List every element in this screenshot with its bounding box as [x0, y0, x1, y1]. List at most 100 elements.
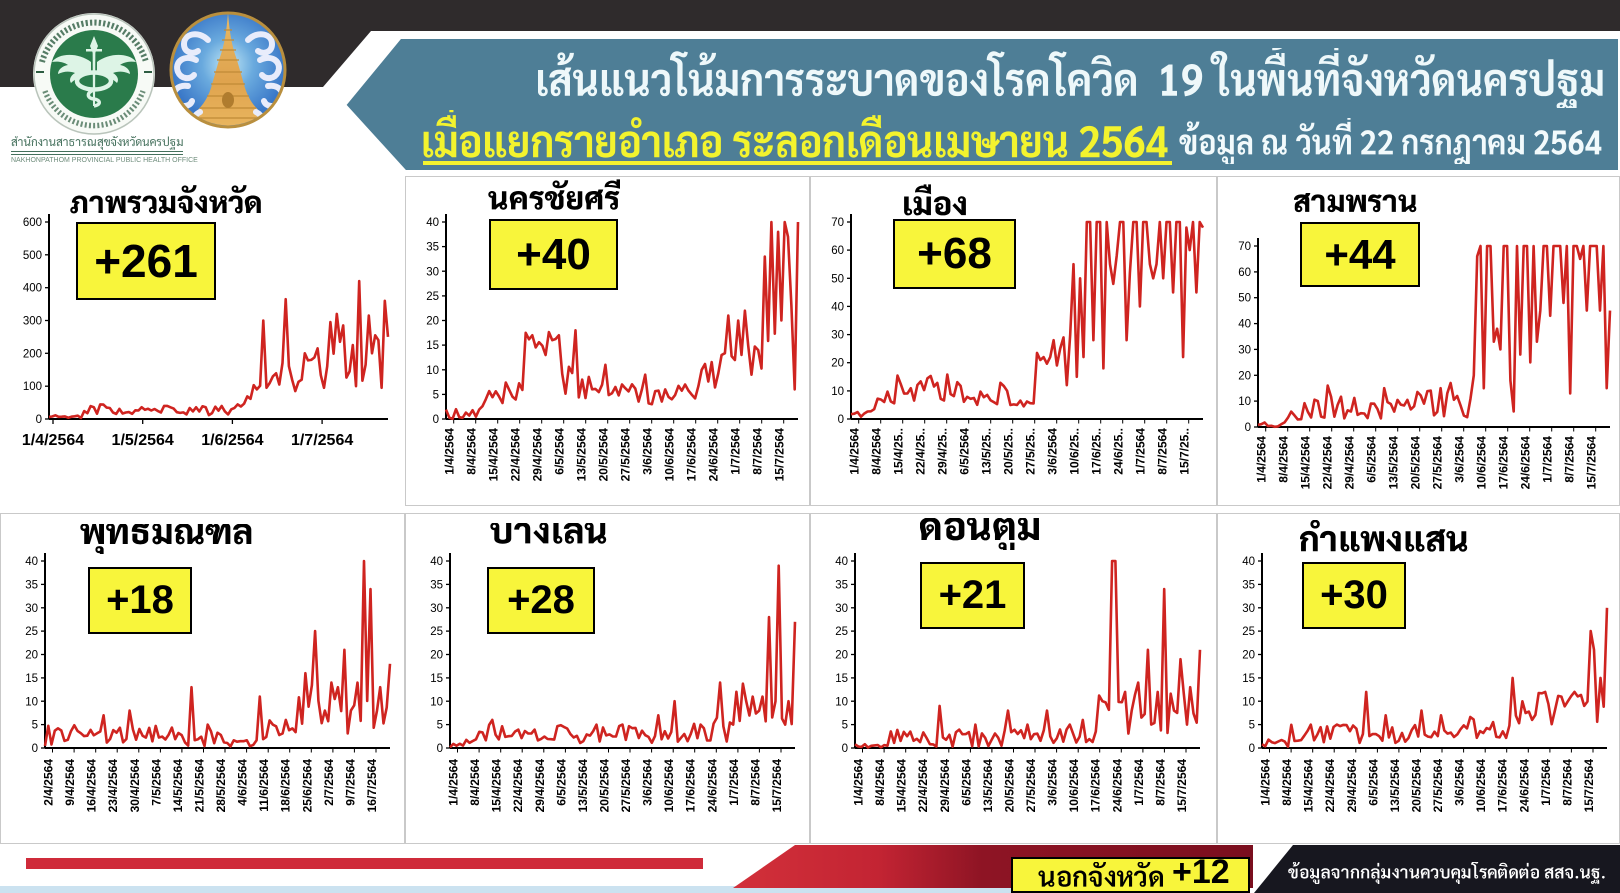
svg-text:25: 25 — [25, 626, 38, 638]
svg-text:28/5/2564: 28/5/2564 — [214, 759, 228, 813]
svg-text:40: 40 — [835, 556, 848, 568]
svg-text:6/5/2564: 6/5/2564 — [1365, 436, 1379, 483]
svg-text:29/4/2564: 29/4/2564 — [1343, 436, 1357, 490]
svg-text:8/7/2564: 8/7/2564 — [1153, 759, 1167, 806]
svg-text:1/7/2564: 1/7/2564 — [291, 432, 353, 449]
svg-text:29/4/2564: 29/4/2564 — [533, 759, 547, 813]
svg-text:10: 10 — [426, 365, 439, 377]
svg-text:1/4/2564: 1/4/2564 — [1255, 436, 1269, 483]
svg-text:10/6/2564: 10/6/2564 — [662, 759, 676, 813]
svg-text:10: 10 — [831, 386, 844, 398]
svg-text:20/5/2564: 20/5/2564 — [598, 759, 612, 813]
svg-text:15: 15 — [1242, 673, 1255, 685]
svg-text:24/6/2564: 24/6/2564 — [1517, 759, 1531, 813]
svg-text:6/5/2564: 6/5/2564 — [1366, 759, 1380, 806]
svg-text:30: 30 — [430, 603, 443, 615]
svg-text:400: 400 — [23, 283, 42, 295]
svg-text:24/6/2564: 24/6/2564 — [1519, 436, 1533, 490]
svg-text:25: 25 — [430, 626, 443, 638]
svg-text:20: 20 — [831, 358, 844, 370]
svg-text:60: 60 — [831, 245, 844, 257]
svg-text:29/4/2564: 29/4/2564 — [1345, 759, 1359, 813]
svg-text:100: 100 — [23, 381, 42, 393]
svg-text:18/6/2564: 18/6/2564 — [279, 759, 293, 813]
svg-text:17/6/2564: 17/6/2564 — [1497, 436, 1511, 490]
svg-text:3/6/2564: 3/6/2564 — [1453, 759, 1467, 806]
svg-text:10/6/2564: 10/6/2564 — [1067, 759, 1081, 813]
svg-text:9/4/2564: 9/4/2564 — [63, 759, 77, 806]
svg-text:1/7/2564: 1/7/2564 — [727, 759, 741, 806]
svg-text:27/5/25..: 27/5/25.. — [1024, 428, 1038, 475]
svg-text:21/5/2564: 21/5/2564 — [193, 759, 207, 813]
svg-text:24/6/2564: 24/6/2564 — [1110, 759, 1124, 813]
svg-text:0: 0 — [433, 414, 439, 426]
svg-text:30: 30 — [1242, 603, 1255, 615]
svg-text:22/4/2564: 22/4/2564 — [1321, 436, 1335, 490]
svg-text:1/4/2564: 1/4/2564 — [848, 428, 862, 475]
svg-text:3/6/2564: 3/6/2564 — [1453, 436, 1467, 483]
svg-text:8/7/2564: 8/7/2564 — [748, 759, 762, 806]
svg-text:24/6/2564: 24/6/2564 — [705, 759, 719, 813]
svg-text:70: 70 — [1238, 241, 1251, 253]
svg-text:8/7/2564: 8/7/2564 — [1560, 759, 1574, 806]
svg-text:15/4/2564: 15/4/2564 — [1299, 436, 1313, 490]
svg-text:13/5/2564: 13/5/2564 — [1388, 759, 1402, 813]
svg-text:6/5/2564: 6/5/2564 — [959, 759, 973, 806]
svg-text:1/4/2564: 1/4/2564 — [447, 759, 461, 806]
svg-text:14/5/2564: 14/5/2564 — [171, 759, 185, 813]
svg-text:35: 35 — [835, 579, 848, 591]
svg-text:30/4/2564: 30/4/2564 — [128, 759, 142, 813]
svg-text:22/4/2564: 22/4/2564 — [509, 428, 523, 482]
svg-text:0: 0 — [842, 743, 848, 755]
svg-text:7/5/2564: 7/5/2564 — [149, 759, 163, 806]
svg-text:8/7/2564: 8/7/2564 — [1563, 436, 1577, 483]
svg-text:8/7/2564: 8/7/2564 — [1156, 428, 1170, 475]
svg-text:30: 30 — [25, 603, 38, 615]
svg-text:10/6/25..: 10/6/25.. — [1068, 428, 1082, 475]
svg-text:8/7/2564: 8/7/2564 — [751, 428, 765, 475]
svg-text:16/4/2564: 16/4/2564 — [85, 759, 99, 813]
svg-text:8/4/2564: 8/4/2564 — [468, 759, 482, 806]
svg-text:27/5/2564: 27/5/2564 — [1431, 436, 1445, 490]
svg-text:29/4/2564: 29/4/2564 — [938, 759, 952, 813]
svg-text:13/5/2564: 13/5/2564 — [1387, 436, 1401, 490]
svg-text:9/7/2564: 9/7/2564 — [343, 759, 357, 806]
svg-text:10/6/2564: 10/6/2564 — [1474, 759, 1488, 813]
svg-text:1/4/2564: 1/4/2564 — [852, 759, 866, 806]
svg-text:20: 20 — [1242, 650, 1255, 662]
svg-text:15/4/2564: 15/4/2564 — [487, 428, 501, 482]
svg-text:40: 40 — [1242, 556, 1255, 568]
svg-text:5: 5 — [32, 720, 38, 732]
svg-text:16/7/2564: 16/7/2564 — [365, 759, 379, 813]
svg-text:40: 40 — [426, 217, 439, 229]
svg-text:1/7/2564: 1/7/2564 — [1541, 436, 1555, 483]
svg-text:50: 50 — [831, 273, 844, 285]
svg-text:20/5/2564: 20/5/2564 — [597, 428, 611, 482]
svg-text:0: 0 — [838, 414, 844, 426]
svg-text:5: 5 — [437, 720, 443, 732]
svg-text:15: 15 — [25, 673, 38, 685]
svg-text:1/4/2564: 1/4/2564 — [22, 432, 84, 449]
svg-text:29/4/25..: 29/4/25.. — [936, 428, 950, 475]
svg-text:8/4/2564: 8/4/2564 — [870, 428, 884, 475]
svg-text:70: 70 — [831, 217, 844, 229]
svg-text:27/5/2564: 27/5/2564 — [1431, 759, 1445, 813]
svg-text:5: 5 — [842, 720, 848, 732]
svg-text:1/7/2564: 1/7/2564 — [1134, 428, 1148, 475]
svg-text:5: 5 — [433, 389, 439, 401]
svg-text:15/4/25..: 15/4/25.. — [892, 428, 906, 475]
svg-text:35: 35 — [426, 242, 439, 254]
svg-text:1/4/2564: 1/4/2564 — [1259, 759, 1273, 806]
svg-text:20/5/2564: 20/5/2564 — [1003, 759, 1017, 813]
svg-text:17/6/2564: 17/6/2564 — [1089, 759, 1103, 813]
svg-text:600: 600 — [23, 217, 42, 229]
svg-text:0: 0 — [1249, 743, 1255, 755]
svg-text:1/7/2564: 1/7/2564 — [729, 428, 743, 475]
svg-text:20: 20 — [430, 650, 443, 662]
svg-text:20/5/2564: 20/5/2564 — [1409, 436, 1423, 490]
svg-text:20/5/2564: 20/5/2564 — [1410, 759, 1424, 813]
svg-text:50: 50 — [1238, 293, 1251, 305]
svg-text:15: 15 — [426, 340, 439, 352]
svg-text:10: 10 — [430, 696, 443, 708]
svg-text:24/6/2564: 24/6/2564 — [707, 428, 721, 482]
